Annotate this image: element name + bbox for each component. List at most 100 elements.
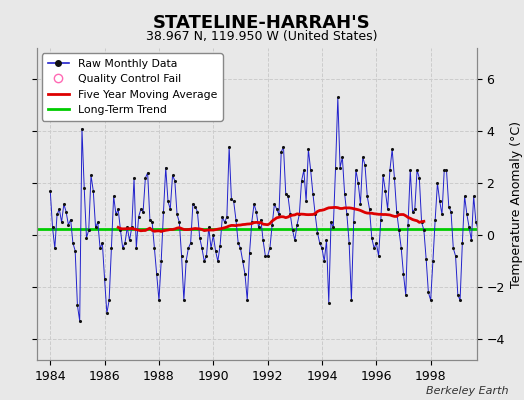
Point (449, 245, 457, 252)
Point (241, 271, 249, 278)
Point (358, 154, 367, 160)
Point (227, 196, 236, 202)
Point (420, 227, 428, 233)
Point (89, 188, 97, 194)
Point (200, 258, 209, 264)
Point (187, 240, 195, 246)
Point (272, 206, 281, 212)
Point (155, 297, 163, 304)
Point (221, 219, 229, 226)
Point (386, 167, 394, 174)
Point (91, 224, 100, 230)
Point (112, 211, 120, 218)
Point (189, 201, 197, 207)
Point (105, 297, 113, 304)
Point (377, 216, 385, 223)
Point (478, 245, 487, 252)
Point (69, 240, 77, 246)
Point (230, 198, 238, 205)
Point (456, 297, 464, 304)
Point (404, 222, 412, 228)
Point (329, 224, 337, 230)
Point (157, 258, 166, 264)
Point (101, 276, 109, 282)
Point (413, 167, 421, 174)
Point (161, 164, 170, 171)
Point (372, 240, 380, 246)
Point (171, 178, 179, 184)
Point (307, 167, 315, 174)
Point (442, 167, 451, 174)
Point (159, 209, 168, 215)
Point (422, 256, 430, 262)
Point (64, 222, 72, 228)
Point (429, 258, 437, 264)
Point (98, 240, 106, 246)
Point (338, 154, 346, 160)
Point (94, 219, 102, 226)
Point (195, 234, 204, 241)
Point (435, 198, 444, 205)
Point (116, 227, 125, 233)
Point (388, 146, 396, 153)
Point (243, 297, 252, 304)
Point (447, 209, 455, 215)
Point (284, 193, 292, 200)
Point (379, 172, 387, 179)
Point (127, 224, 136, 230)
Point (84, 227, 93, 233)
Point (60, 201, 68, 207)
Point (232, 216, 240, 223)
Point (209, 232, 217, 238)
Point (80, 185, 89, 192)
Point (354, 180, 363, 186)
Point (288, 227, 297, 233)
Point (341, 190, 349, 197)
Point (211, 248, 220, 254)
Point (96, 245, 104, 252)
Point (454, 292, 462, 298)
Point (134, 214, 143, 220)
Point (141, 175, 149, 181)
Point (259, 237, 267, 244)
Point (118, 245, 127, 252)
Point (234, 240, 243, 246)
Point (73, 302, 82, 309)
Point (178, 253, 186, 259)
Point (485, 201, 494, 207)
Point (245, 250, 254, 257)
Point (350, 219, 358, 226)
Point (270, 201, 279, 207)
Point (218, 214, 226, 220)
Point (320, 258, 329, 264)
Point (368, 234, 376, 241)
Point (345, 240, 353, 246)
Point (279, 144, 288, 150)
Point (458, 240, 466, 246)
Point (361, 162, 369, 168)
Point (472, 219, 480, 226)
Point (130, 175, 138, 181)
Point (173, 211, 181, 218)
Point (465, 224, 473, 230)
Point (107, 245, 116, 252)
Point (352, 167, 360, 174)
Point (476, 232, 485, 238)
Point (261, 253, 269, 259)
Point (257, 216, 265, 223)
Point (236, 245, 245, 252)
Point (184, 245, 193, 252)
Point (268, 222, 276, 228)
Point (51, 245, 59, 252)
Point (275, 211, 283, 218)
Point (488, 185, 496, 192)
Point (247, 219, 256, 226)
Point (322, 237, 331, 244)
Point (418, 219, 426, 226)
Point (336, 164, 344, 171)
Point (302, 198, 310, 205)
Point (152, 271, 161, 278)
Point (264, 253, 272, 259)
Point (411, 206, 419, 212)
Point (75, 318, 84, 324)
